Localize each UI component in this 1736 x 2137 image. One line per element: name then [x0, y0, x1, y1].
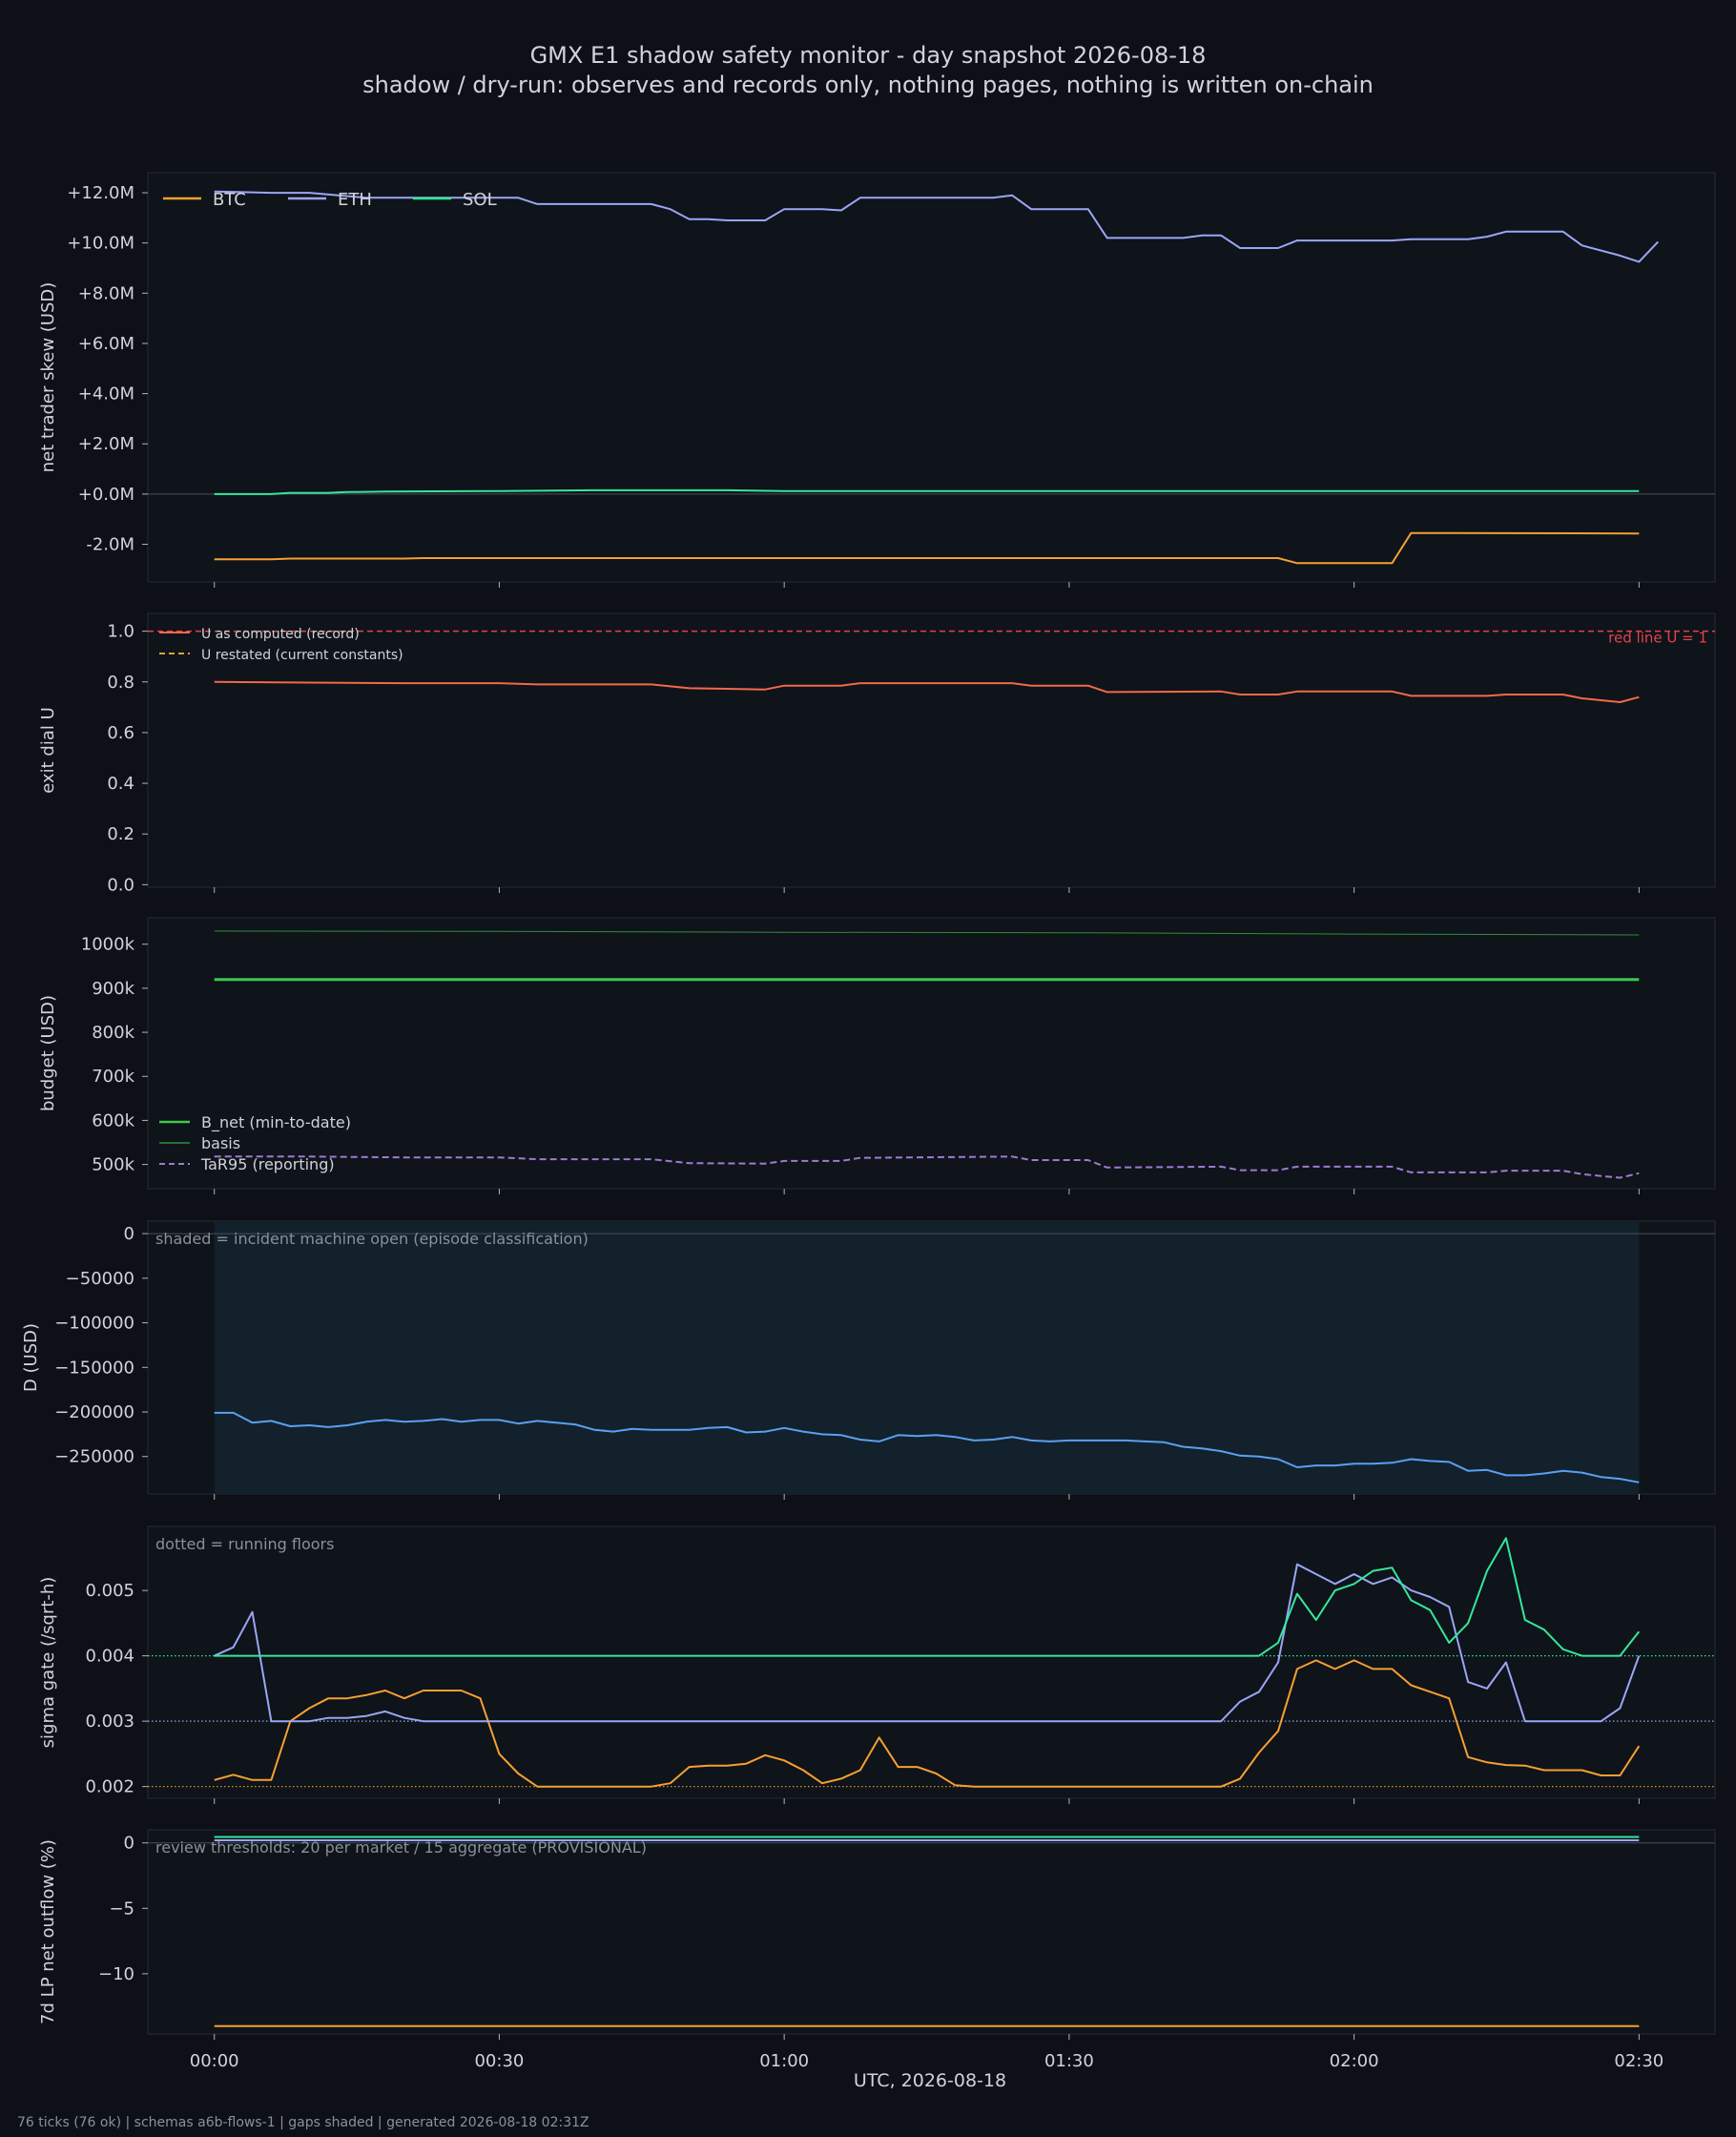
y-tick-label: 1.0	[107, 622, 134, 642]
y-tick-label: 0.004	[85, 1647, 134, 1667]
shaded-region	[214, 1222, 1640, 1493]
legend-label: B_net (min-to-date)	[201, 1113, 351, 1132]
series-line-btc	[214, 531, 1640, 565]
panel-frame	[147, 612, 1716, 888]
y-tick-label: +10.0M	[67, 234, 134, 254]
y-tick-label: −10	[98, 1964, 134, 1984]
legend-label: BTC	[213, 190, 246, 210]
y-tick-label: 0.6	[107, 723, 134, 743]
x-axis-label: UTC, 2026-08-18	[854, 2070, 1006, 2091]
x-tick-label: 02:30	[1614, 2051, 1664, 2071]
y-tick-label: −200000	[54, 1402, 134, 1422]
panel-D: −250000 −200000 −150000 −100000 −50000 0 D (US…	[21, 1220, 1716, 1500]
panel-frame	[147, 1525, 1716, 1799]
chart-title: GMX E1 shadow safety monitor - day snaps…	[530, 42, 1207, 69]
y-tick-label: 0.0	[107, 875, 134, 895]
y-axis-label: exit dial U	[38, 707, 58, 794]
y-tick-label: +4.0M	[78, 384, 134, 405]
y-tick-label: 0	[124, 1834, 134, 1854]
y-axis-label: D (USD)	[21, 1323, 41, 1392]
x-tick-label: 02:00	[1330, 2051, 1379, 2071]
series-line-tar95	[214, 1155, 1640, 1179]
y-tick-label: 1000k	[81, 935, 135, 955]
legend-label: ETH	[338, 190, 372, 210]
y-axis-label: 7d LP net outflow (%)	[38, 1839, 58, 2024]
red-line-label: red line U = 1	[1608, 630, 1707, 647]
chart-subtitle: shadow / dry-run: observes and records o…	[362, 72, 1374, 98]
y-tick-label: 800k	[92, 1023, 134, 1043]
y-axis-label: budget (USD)	[38, 995, 58, 1111]
x-tick-label: 00:00	[190, 2051, 239, 2071]
y-tick-label: +0.0M	[78, 485, 134, 505]
y-tick-label: +6.0M	[78, 334, 134, 354]
panels: -2.0M +0.0M +2.0M +4.0M +6.0M +8.0M +10.0M +12.…	[21, 172, 1716, 2071]
panel-skew: -2.0M +0.0M +2.0M +4.0M +6.0M +8.0M +10.0M +12.…	[38, 172, 1716, 588]
y-tick-label: 0.4	[107, 774, 134, 794]
panel-frame	[147, 172, 1716, 583]
y-tick-label: −5	[109, 1898, 134, 1919]
y-tick-label: +8.0M	[78, 283, 134, 303]
legend-label: U as computed (record)	[201, 627, 360, 642]
x-tick-label: 01:30	[1044, 2051, 1094, 2071]
y-axis-label: net trader skew (USD)	[38, 282, 58, 473]
y-tick-label: 600k	[92, 1110, 134, 1131]
series-line-sol	[214, 1537, 1641, 1657]
series-line-eth	[214, 1563, 1641, 1723]
series-line-eth	[214, 190, 1660, 263]
panel-frame	[147, 917, 1716, 1190]
y-tick-label: 0.2	[107, 824, 134, 844]
y-tick-label: −250000	[54, 1447, 134, 1467]
y-tick-label: 900k	[92, 979, 134, 999]
y-tick-label: −50000	[66, 1269, 134, 1289]
legend-label: TaR95 (reporting)	[200, 1155, 335, 1173]
y-tick-label: 0	[124, 1224, 134, 1244]
series-line-u	[214, 680, 1640, 703]
y-tick-label: 0.003	[85, 1712, 134, 1732]
series-line-btc	[214, 1659, 1641, 1788]
legend-label: U restated (current constants)	[201, 648, 403, 663]
y-tick-label: 0.8	[107, 673, 134, 693]
legend-label: SOL	[463, 190, 497, 210]
series-line-sol	[214, 488, 1640, 495]
panel-note: dotted = running floors	[155, 1535, 334, 1553]
y-tick-label: 700k	[92, 1067, 134, 1087]
y-tick-label: 500k	[92, 1155, 134, 1175]
y-tick-label: −100000	[54, 1314, 134, 1334]
panel-sigma_gate: 0.002 0.003 0.004 0.005 sigma gate (/sqrt-h)…	[38, 1525, 1716, 1804]
legend-label: basis	[201, 1134, 240, 1152]
panel-lp_outflow: −10 −5 0 00:00 00:30 01:00 01:30 02:00 02:30 7d L…	[38, 1829, 1716, 2071]
panel-exit_dial: 0.0 0.2 0.4 0.6 0.8 1.0 exit dial U red line U …	[38, 612, 1716, 895]
y-tick-label: -2.0M	[86, 535, 134, 555]
panel-budget: 500k 600k 700k 800k 900k 1000k budget (USD) B_n…	[38, 917, 1716, 1194]
x-tick-label: 00:30	[474, 2051, 524, 2071]
y-axis-label: sigma gate (/sqrt-h)	[38, 1577, 58, 1749]
panel-note: shaded = incident machine open (episode …	[155, 1230, 589, 1248]
footer-status: 76 ticks (76 ok) | schemas a6b-flows-1 |…	[17, 2115, 589, 2130]
y-tick-label: +2.0M	[78, 434, 134, 454]
y-tick-label: −150000	[54, 1358, 134, 1378]
series-line-d	[214, 1411, 1640, 1483]
y-tick-label: 0.002	[85, 1777, 134, 1797]
panel-note: review thresholds: 20 per market / 15 ag…	[155, 1838, 647, 1857]
y-tick-label: +12.0M	[67, 183, 134, 203]
x-tick-label: 01:00	[759, 2051, 809, 2071]
series-line-basis	[214, 930, 1640, 936]
panel-frame	[147, 1829, 1716, 2035]
y-tick-label: 0.005	[85, 1581, 134, 1601]
